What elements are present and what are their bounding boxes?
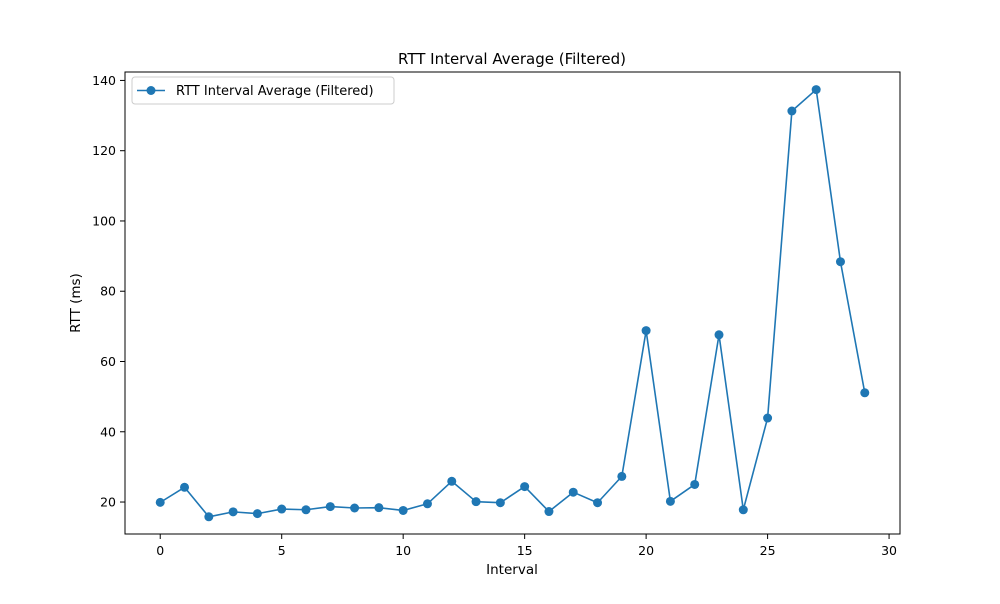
- data-point: [860, 388, 870, 398]
- x-tick-label: 5: [278, 543, 286, 558]
- data-point: [252, 509, 262, 519]
- y-axis-ticks: 20 40 60 80 100 120 140: [92, 73, 125, 510]
- data-point: [787, 106, 797, 116]
- data-point: [471, 497, 481, 507]
- x-tick-label: 15: [517, 543, 533, 558]
- data-point: [641, 326, 651, 336]
- legend-marker-swatch: [146, 86, 156, 95]
- data-point: [277, 504, 287, 514]
- y-tick-label: 80: [100, 284, 116, 299]
- y-tick-label: 20: [100, 495, 116, 510]
- axes: [124, 71, 901, 535]
- legend: RTT Interval Average (Filtered): [131, 76, 395, 105]
- x-tick-label: 30: [881, 543, 897, 558]
- data-point: [180, 482, 190, 492]
- data-point: [495, 498, 505, 508]
- y-tick-label: 60: [100, 354, 116, 369]
- x-tick-label: 10: [395, 543, 411, 558]
- data-point: [835, 257, 845, 267]
- data-point: [690, 479, 700, 489]
- plot-frame: [124, 71, 901, 535]
- chart-title: RTT Interval Average (Filtered): [398, 50, 626, 68]
- legend-entry-label: RTT Interval Average (Filtered): [176, 84, 374, 99]
- x-axis-label: Interval: [486, 562, 538, 578]
- y-tick-label: 100: [92, 213, 116, 228]
- data-point: [422, 499, 432, 509]
- data-point: [325, 502, 335, 512]
- data-point: [738, 505, 748, 515]
- data-point: [811, 85, 821, 95]
- x-tick-label: 25: [760, 543, 776, 558]
- y-axis-label: RTT (ms): [68, 273, 84, 333]
- data-point: [568, 487, 578, 497]
- data-point: [204, 512, 214, 522]
- data-point: [520, 482, 530, 492]
- data-point: [155, 497, 165, 507]
- y-tick-label: 140: [92, 73, 116, 88]
- data-point: [350, 503, 360, 513]
- data-point: [398, 505, 408, 515]
- data-point: [763, 413, 773, 423]
- x-axis-ticks: 0 5 10 15 20 25 30: [156, 534, 897, 558]
- data-point: [447, 476, 457, 486]
- data-point: [374, 503, 384, 513]
- data-point: [301, 505, 311, 515]
- y-tick-label: 120: [92, 143, 116, 158]
- data-point: [593, 498, 603, 508]
- series-line: [159, 88, 866, 518]
- data-point: [544, 507, 554, 517]
- data-point: [228, 507, 238, 517]
- series-group: [155, 85, 870, 522]
- data-point: [714, 330, 724, 340]
- x-tick-label: 20: [638, 543, 654, 558]
- data-point: [617, 471, 627, 481]
- data-point: [665, 496, 675, 506]
- legend-box: [131, 76, 395, 105]
- y-tick-label: 40: [100, 424, 116, 439]
- x-tick-label: 0: [156, 543, 164, 558]
